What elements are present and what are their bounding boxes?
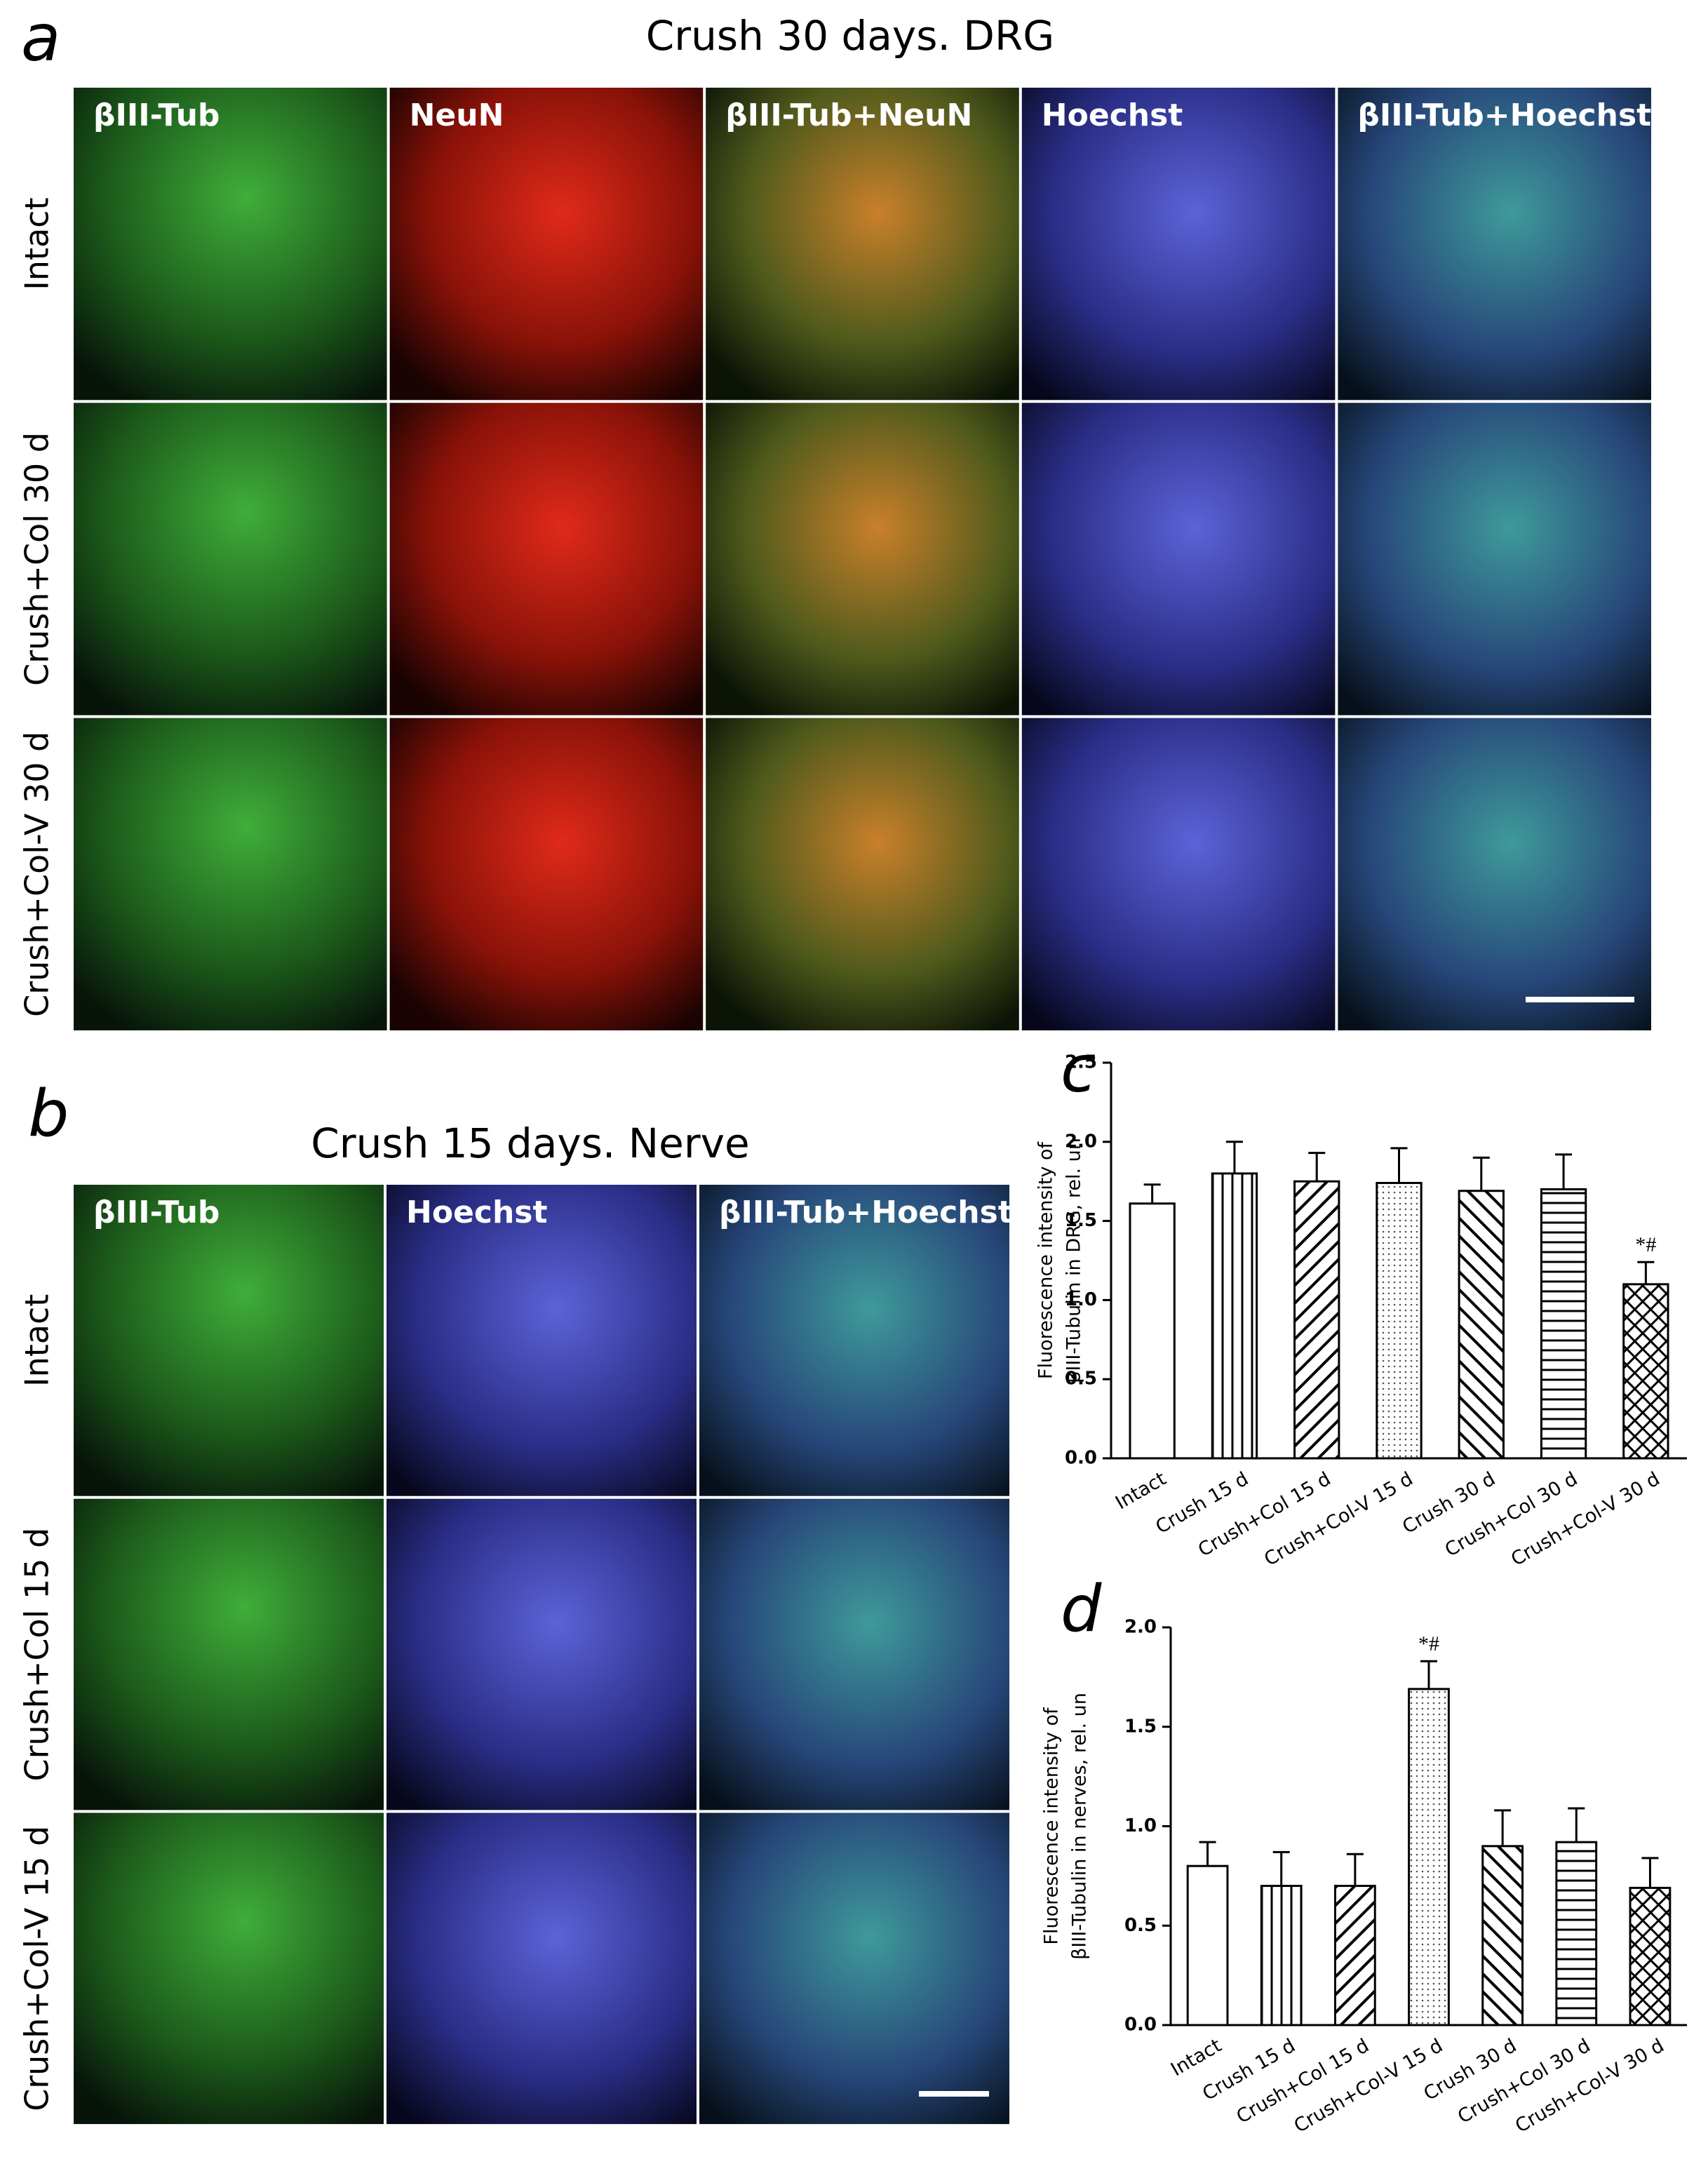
bar xyxy=(1481,1845,1524,2026)
column-label: βIII-Tub xyxy=(93,1195,220,1230)
row-label: Crush+Col 30 d xyxy=(18,432,56,686)
y-tick-label: 2.0 xyxy=(1124,1617,1157,1638)
micrograph xyxy=(74,1813,384,2125)
micrograph xyxy=(1021,718,1336,1030)
bar xyxy=(1458,1190,1505,1460)
y-tick-label: 0.0 xyxy=(1065,1448,1097,1469)
y-axis-label: βIII-Tubulin in nerves, rel. un xyxy=(1069,1693,1091,1960)
bar xyxy=(1629,1886,1672,2026)
column-label: βIII-Tub xyxy=(93,98,220,133)
panel-title: Crush 30 days. DRG xyxy=(646,12,1054,60)
bar xyxy=(1260,1885,1303,2026)
y-tick-label: 1.5 xyxy=(1124,1716,1157,1737)
micrograph xyxy=(706,403,1019,715)
micrograph xyxy=(74,403,387,715)
micrograph xyxy=(386,1498,697,1810)
x-tick-label: Intact xyxy=(1112,1468,1170,1514)
x-tick-label: Crush+Col-V 30 d xyxy=(1507,1468,1664,1571)
x-tick-label: Crush+Col-V 15 d xyxy=(1260,1468,1417,1571)
y-axis-label: Fluorescence intensity of xyxy=(1041,1707,1063,1945)
column-label: NeuN xyxy=(410,98,504,133)
row-label: Intact xyxy=(18,198,56,290)
bar xyxy=(1408,1688,1450,2026)
bar xyxy=(1540,1188,1587,1460)
micrograph xyxy=(389,88,704,401)
micrograph xyxy=(386,1185,697,1496)
y-tick-label: 0.5 xyxy=(1124,1915,1157,1936)
micrograph xyxy=(699,1185,1009,1496)
panel-letter: a xyxy=(21,0,60,75)
micrograph xyxy=(1338,718,1651,1030)
micrograph xyxy=(74,1498,384,1810)
micrograph xyxy=(74,1185,384,1496)
micrograph xyxy=(389,718,704,1030)
y-tick-label: 1.0 xyxy=(1124,1815,1157,1836)
bar xyxy=(1376,1181,1423,1460)
bar xyxy=(1333,1885,1376,2026)
significance-mark: *# xyxy=(1418,1632,1439,1655)
micrograph xyxy=(389,403,704,715)
y-tick-label: 1.0 xyxy=(1065,1289,1097,1310)
row-label: Crush+Col 15 d xyxy=(18,1528,56,1782)
micrograph xyxy=(386,1813,697,2125)
column-label: βIII-Tub+Hoechst xyxy=(1357,98,1651,133)
bar xyxy=(1129,1202,1176,1460)
row-label: Intact xyxy=(18,1294,56,1387)
x-tick-label: Crush+Col 30 d xyxy=(1441,1468,1581,1561)
panel-letter: d xyxy=(1061,1571,1102,1646)
micrograph xyxy=(1021,403,1336,715)
x-tick-label: Intact xyxy=(1167,2035,1225,2081)
y-axis-label: βIII-Tubulin in DRG, rel. un xyxy=(1063,1138,1085,1383)
micrograph xyxy=(699,1813,1009,2125)
y-tick-label: 1.5 xyxy=(1065,1210,1097,1231)
micrograph xyxy=(706,88,1019,401)
y-tick-label: 2.5 xyxy=(1065,1052,1097,1073)
panel-letter: b xyxy=(28,1076,69,1151)
bar xyxy=(1293,1180,1340,1460)
bar xyxy=(1622,1283,1669,1460)
row-label: Crush+Col-V 30 d xyxy=(18,732,56,1017)
row-label: Crush+Col-V 15 d xyxy=(18,1826,56,2111)
column-label: βIII-Tub+NeuN xyxy=(725,98,972,133)
y-tick-label: 0.5 xyxy=(1065,1369,1097,1390)
bar xyxy=(1211,1172,1258,1460)
y-axis-label: Fluorescence intensity of xyxy=(1035,1141,1057,1379)
bar xyxy=(1186,1864,1229,2026)
panel-title: Crush 15 days. Nerve xyxy=(311,1120,749,1167)
micrograph xyxy=(699,1498,1009,1810)
micrograph xyxy=(706,718,1019,1030)
micrograph xyxy=(74,718,387,1030)
y-tick-label: 2.0 xyxy=(1065,1131,1097,1152)
column-label: βIII-Tub+Hoechst xyxy=(719,1195,1013,1230)
micrograph xyxy=(1338,88,1651,401)
micrograph xyxy=(1338,403,1651,715)
panel-letter: c xyxy=(1061,1031,1096,1106)
micrograph xyxy=(1021,88,1336,401)
significance-mark: *# xyxy=(1635,1233,1656,1256)
column-label: Hoechst xyxy=(406,1195,548,1230)
x-tick-label: Crush+Col 15 d xyxy=(1195,1468,1334,1561)
micrograph xyxy=(74,88,387,401)
column-label: Hoechst xyxy=(1042,98,1183,133)
bar xyxy=(1555,1841,1598,2026)
y-tick-label: 0.0 xyxy=(1124,2015,1157,2036)
